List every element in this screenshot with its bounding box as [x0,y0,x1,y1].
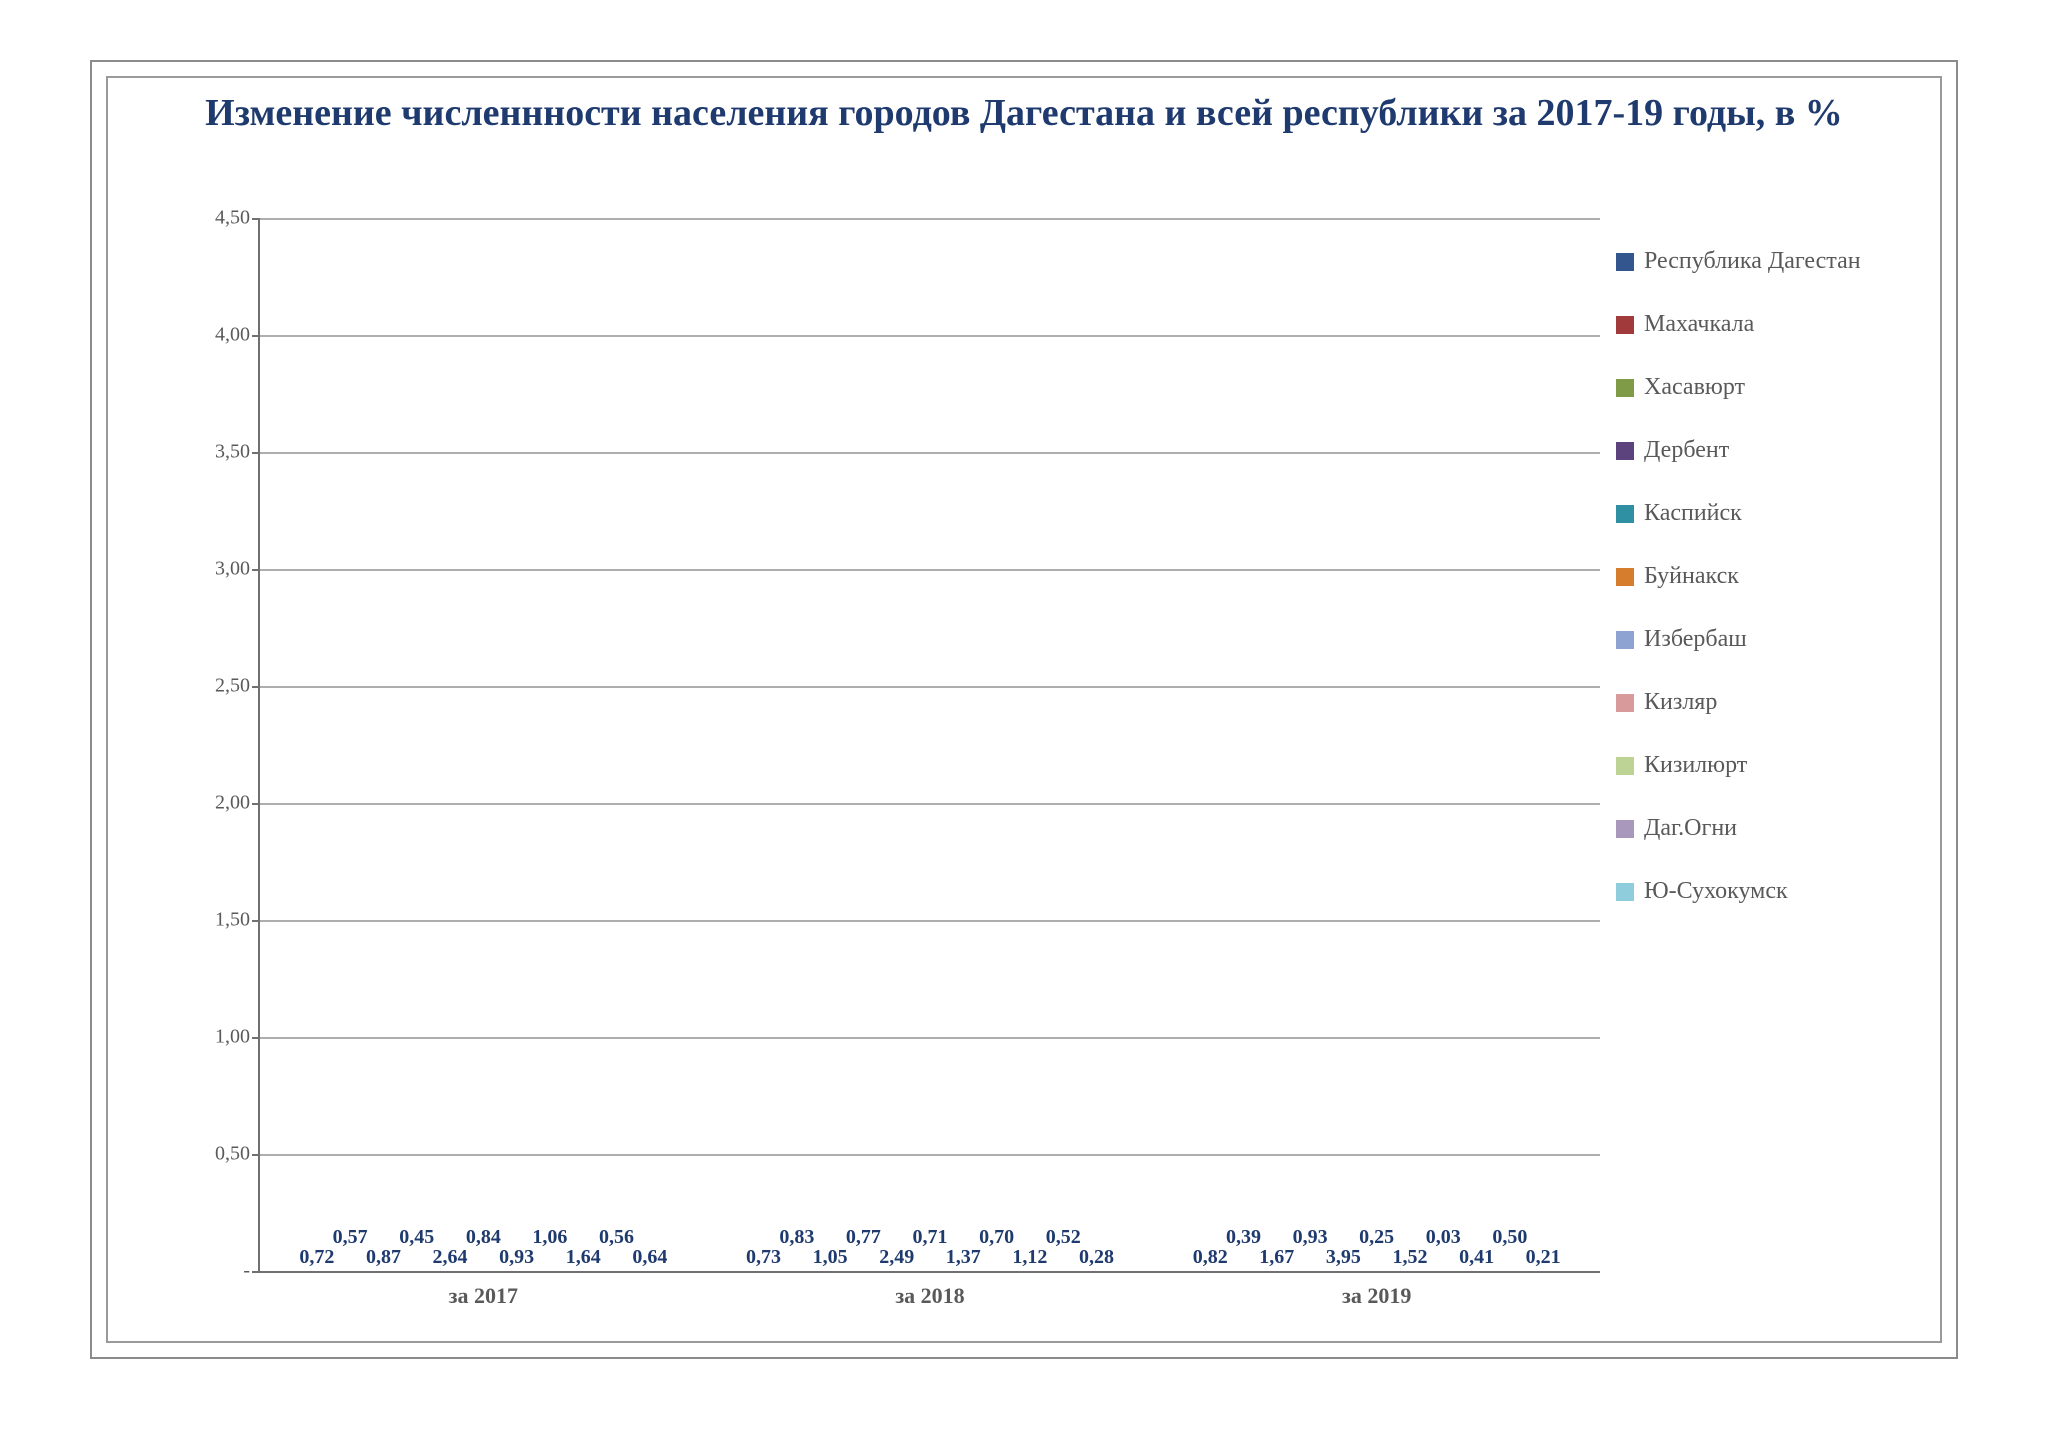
page: Изменение численнности населения городов… [0,0,2048,1449]
y-tick-label: 2,00 [215,792,260,815]
bar-value-label: 1,64 [566,1246,601,1271]
x-category-label: за 2019 [1153,1271,1600,1309]
bar-value-label: 0,64 [632,1246,667,1271]
legend-swatch [1616,316,1634,334]
bar-value-label: 0,87 [366,1246,401,1271]
legend-swatch [1616,568,1634,586]
bar-value-label: 2,64 [433,1246,468,1271]
gridline [260,920,1600,922]
bar-group: 0,720,570,870,452,640,840,931,061,640,56… [260,218,707,1271]
bar-value-label: 0,77 [846,1226,881,1271]
legend-label: Избербаш [1644,626,1747,653]
legend-swatch [1616,253,1634,271]
y-tick-label: 1,50 [215,909,260,932]
bar-value-label: 0,71 [913,1226,948,1271]
gridline [260,686,1600,688]
x-category-label: за 2017 [260,1271,707,1309]
y-tick-label: - [243,1260,260,1283]
bar-value-label: 0,28 [1079,1246,1114,1271]
legend: Республика Дагестан Махачкала Хасавюрт Дерб… [1616,248,1906,905]
legend-label: Даг.Огни [1644,815,1737,842]
legend-item: Кизляр [1616,689,1906,716]
chart-inner-frame: Изменение численнности населения городов… [106,76,1942,1343]
legend-label: Буйнакск [1644,563,1739,590]
legend-swatch [1616,442,1634,460]
legend-label: Каспийск [1644,500,1742,527]
legend-swatch [1616,379,1634,397]
y-tick-label: 4,50 [215,207,260,230]
bar-group: 0,820,391,670,933,950,251,520,030,410,50… [1153,218,1600,1271]
legend-item: Махачкала [1616,311,1906,338]
legend-item: Избербаш [1616,626,1906,653]
bar-value-label: 1,06 [532,1226,567,1271]
x-category-label: за 2018 [707,1271,1154,1309]
gridline [260,569,1600,571]
legend-item: Даг.Огни [1616,815,1906,842]
bar-value-label: 0,25 [1359,1226,1394,1271]
bar-value-label: 1,37 [946,1246,981,1271]
bar-value-label: 0,52 [1046,1226,1081,1271]
legend-item: Каспийск [1616,500,1906,527]
bar-value-label: 0,82 [1193,1246,1228,1271]
bar-value-label: 0,72 [299,1246,334,1271]
legend-swatch [1616,757,1634,775]
bar-value-label: 0,73 [746,1246,781,1271]
bar-value-label: 0,56 [599,1226,634,1271]
legend-item: Республика Дагестан [1616,248,1906,275]
bar-value-label: 0,84 [466,1226,501,1271]
bar-value-label: 0,57 [333,1226,368,1271]
bar-value-label: 0,93 [499,1246,534,1271]
y-tick-label: 2,50 [215,675,260,698]
gridline [260,1154,1600,1156]
bar-value-label: 1,67 [1259,1246,1294,1271]
legend-item: Буйнакск [1616,563,1906,590]
legend-label: Махачкала [1644,311,1754,338]
bar-value-label: 0,83 [779,1226,814,1271]
legend-item: Дербент [1616,437,1906,464]
legend-label: Хасавюрт [1644,374,1745,401]
gridline [260,803,1600,805]
legend-swatch [1616,505,1634,523]
legend-item: Ю-Сухокумск [1616,878,1906,905]
legend-label: Республика Дагестан [1644,248,1861,275]
y-tick-label: 3,50 [215,441,260,464]
bar-value-label: 3,95 [1326,1246,1361,1271]
legend-swatch [1616,631,1634,649]
y-tick-label: 3,00 [215,558,260,581]
bar-value-label: 0,93 [1293,1226,1328,1271]
legend-label: Кизилюрт [1644,752,1747,779]
bar-value-label: 0,70 [979,1226,1014,1271]
bar-value-label: 0,50 [1492,1226,1527,1271]
bar-value-label: 1,12 [1012,1246,1047,1271]
bar-groups: 0,720,570,870,452,640,840,931,061,640,56… [260,218,1600,1271]
bar-value-label: 2,49 [879,1246,914,1271]
legend-label: Дербент [1644,437,1729,464]
bar-value-label: 0,41 [1459,1246,1494,1271]
legend-item: Кизилюрт [1616,752,1906,779]
legend-item: Хасавюрт [1616,374,1906,401]
bar-value-label: 1,05 [813,1246,848,1271]
gridline [260,335,1600,337]
gridline [260,218,1600,220]
chart-outer-frame: Изменение численнности населения городов… [90,60,1958,1359]
legend-swatch [1616,694,1634,712]
y-tick-label: 1,00 [215,1026,260,1049]
gridline [260,1037,1600,1039]
legend-label: Ю-Сухокумск [1644,878,1788,905]
bar-value-label: 0,45 [399,1226,434,1271]
bar-group: 0,730,831,050,772,490,711,370,701,120,52… [707,218,1154,1271]
plot-area: 0,720,570,870,452,640,840,931,061,640,56… [258,218,1600,1273]
bar-value-label: 0,03 [1426,1226,1461,1271]
y-tick-label: 0,50 [215,1143,260,1166]
bar-value-label: 0,39 [1226,1226,1261,1271]
legend-swatch [1616,820,1634,838]
gridline [260,452,1600,454]
legend-label: Кизляр [1644,689,1717,716]
plot-wrap: 0,720,570,870,452,640,840,931,061,640,56… [188,218,1600,1315]
bar-value-label: 1,52 [1392,1246,1427,1271]
bar-value-label: 0,21 [1526,1246,1561,1271]
y-tick-label: 4,00 [215,324,260,347]
chart-title: Изменение численнности населения городов… [108,90,1940,138]
legend-swatch [1616,883,1634,901]
